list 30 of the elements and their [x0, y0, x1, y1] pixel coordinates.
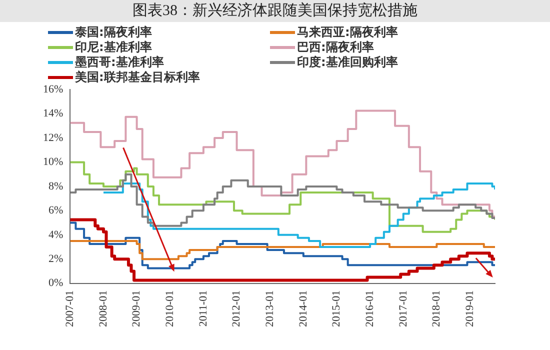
- legend-label: 印度:基准回购利率: [297, 54, 398, 70]
- legend-label: 墨西哥:基准利率: [75, 54, 164, 70]
- legend-label: 巴西:隔夜利率: [297, 38, 374, 56]
- y-tick-label: 14%: [42, 108, 64, 120]
- y-tick-label: 4%: [48, 228, 64, 241]
- y-tick-label: 6%: [48, 204, 64, 217]
- y-tick-label: 2%: [48, 253, 64, 266]
- x-tick-label: 2013-01: [264, 290, 276, 328]
- legend-label: 泰国:隔夜利率: [75, 24, 152, 40]
- x-tick-label: 2012-01: [230, 290, 243, 328]
- x-tick-label: 2010-01: [164, 290, 176, 328]
- legend-label: 美国:联邦基金目标利率: [75, 68, 200, 86]
- x-tick-label: 2019-01: [464, 290, 476, 328]
- x-tick-label: 2015-01: [330, 290, 343, 328]
- x-tick-label: 2016-01: [364, 290, 376, 328]
- y-tick-label: 10%: [42, 156, 64, 168]
- x-tick-label: 2017-01: [397, 290, 410, 328]
- chart-title: 图表38：新兴经济体跟随美国保持宽松措施: [0, 0, 550, 22]
- x-tick-label: 2011-01: [197, 290, 210, 327]
- legend-label: 印尼:基准利率: [75, 38, 152, 56]
- x-tick-label: 2009-01: [130, 290, 143, 328]
- x-tick-label: 2018-01: [430, 290, 443, 328]
- legend-label: 马来西亚:隔夜利率: [297, 24, 398, 40]
- y-tick-label: 16%: [42, 83, 64, 96]
- x-tick-label: 2007-01: [64, 290, 76, 328]
- x-tick-label: 2014-01: [297, 290, 310, 328]
- y-tick-label: 12%: [42, 132, 64, 144]
- y-tick-label: 8%: [48, 180, 64, 192]
- x-tick-label: 2008-01: [97, 290, 110, 328]
- y-tick-label: 0%: [48, 277, 64, 290]
